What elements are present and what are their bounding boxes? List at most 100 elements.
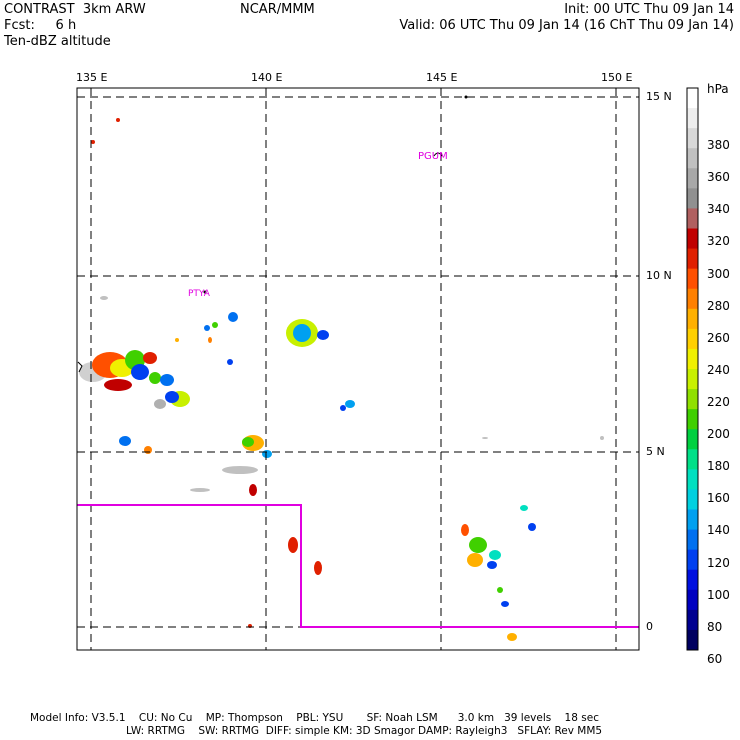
colorbar-swatch: [687, 248, 698, 270]
colorbar-swatch: [687, 489, 698, 510]
colorbar-frame: [686, 87, 699, 651]
colorbar-swatch: [687, 369, 698, 390]
echo-cell: [469, 537, 487, 553]
echo-cell: [600, 436, 604, 440]
model-info-line1: Model Info: V3.5.1 CU: No Cu MP: Thompso…: [30, 712, 599, 724]
echo-cell: [131, 364, 149, 380]
echo-cell: [501, 601, 509, 607]
colorbar-swatch: [687, 188, 698, 209]
echo-cell: [204, 325, 210, 331]
map-frame: [76, 87, 640, 651]
echo-cell: [507, 633, 517, 641]
colorbar-label: 300: [707, 266, 730, 281]
lat-label-0: 0: [646, 620, 653, 633]
colorbar-swatch: [687, 128, 698, 149]
colorbar-swatch: [687, 168, 698, 189]
echo-cell: [227, 359, 233, 365]
echo-cell: [345, 400, 355, 408]
colorbar-swatch: [687, 569, 698, 591]
colorbar-swatch: [687, 429, 698, 450]
colorbar-swatch: [687, 88, 698, 109]
echo-cell: [100, 296, 108, 300]
echo-cell: [119, 436, 131, 446]
colorbar-swatch: [687, 589, 698, 611]
echo-cell: [165, 391, 179, 403]
echo-cell: [487, 561, 497, 569]
echo-cell: [288, 537, 298, 553]
lat-label-5n: 5 N: [646, 445, 665, 458]
colorbar-label: 380: [707, 138, 730, 153]
island-dot: [464, 95, 468, 99]
colorbar-swatch: [687, 308, 698, 330]
field-name: Ten-dBZ altitude: [4, 34, 111, 49]
colorbar-label: 140: [707, 523, 730, 538]
forecast-hour: Fcst: 6 h: [4, 18, 77, 33]
colorbar-label: 60: [707, 651, 723, 666]
colorbar-swatch: [687, 389, 698, 410]
colorbar-swatch: [687, 148, 698, 169]
echo-cell: [340, 405, 346, 411]
echo-cell: [489, 550, 501, 560]
colorbar-label: 100: [707, 587, 730, 602]
echo-cell: [190, 488, 210, 492]
echo-cell: [212, 322, 218, 328]
echo-cell: [249, 484, 257, 496]
echo-cell: [262, 450, 272, 458]
echo-cell: [528, 523, 536, 531]
colorbar-swatch: [687, 469, 698, 490]
colorbar-swatch: [687, 108, 698, 129]
echo-cell: [222, 466, 258, 474]
colorbar-label: 200: [707, 427, 730, 442]
echo-cell: [143, 352, 157, 364]
nested-domain-boundary: [77, 504, 639, 628]
echo-cell: [154, 399, 166, 409]
colorbar-label: 180: [707, 459, 730, 474]
lat-label-15n: 15 N: [646, 90, 672, 103]
reflectivity-altitude-field: [79, 118, 604, 641]
colorbar-swatch: [687, 348, 698, 370]
echo-cell: [461, 524, 469, 536]
echo-cell: [160, 374, 174, 386]
colorbar-label: 80: [707, 619, 723, 634]
colorbar-swatch: [687, 629, 698, 651]
colorbar-swatch: [687, 549, 698, 571]
colorbar-swatch: [687, 529, 698, 551]
echo-cell: [144, 446, 152, 454]
lat-label-10n: 10 N: [646, 269, 672, 282]
colorbar-swatch: [687, 208, 698, 229]
echo-cell: [293, 324, 311, 342]
colorbar-swatch: [687, 449, 698, 470]
colorbar-label: 260: [707, 330, 730, 345]
ptya-station-label: PTYA: [188, 289, 210, 299]
colorbar-label: 240: [707, 362, 730, 377]
lon-label-150e: 150 E: [601, 71, 633, 84]
echo-cell: [175, 338, 179, 342]
echo-cell: [482, 437, 488, 439]
echo-cell: [497, 587, 503, 593]
island-dot: [203, 290, 207, 294]
echo-cell: [467, 553, 483, 567]
colorbar-swatch: [687, 268, 698, 290]
colorbar-label: 120: [707, 555, 730, 570]
pgum-station-label: PGUM: [418, 151, 448, 162]
producer-label: NCAR/MMM: [240, 2, 315, 17]
colorbar-unit: hPa: [707, 82, 729, 96]
echo-cell: [520, 505, 528, 511]
echo-cell: [242, 437, 254, 447]
echo-cell: [149, 372, 161, 384]
lon-label-145e: 145 E: [426, 71, 458, 84]
echo-cell: [116, 118, 120, 122]
echo-cell: [228, 312, 238, 322]
colorbar-swatch: [687, 288, 698, 310]
colorbar-swatch: [687, 228, 698, 250]
colorbar-label: 220: [707, 395, 730, 410]
colorbar-swatch: [687, 509, 698, 531]
colorbar-label: 280: [707, 298, 730, 313]
colorbar-swatch: [687, 328, 698, 350]
colorbar-swatch: [687, 609, 698, 631]
colorbar-label: 160: [707, 491, 730, 506]
colorbar-label: 320: [707, 234, 730, 249]
init-time: Init: 00 UTC Thu 09 Jan 14: [564, 2, 734, 17]
colorbar-label: 360: [707, 170, 730, 185]
